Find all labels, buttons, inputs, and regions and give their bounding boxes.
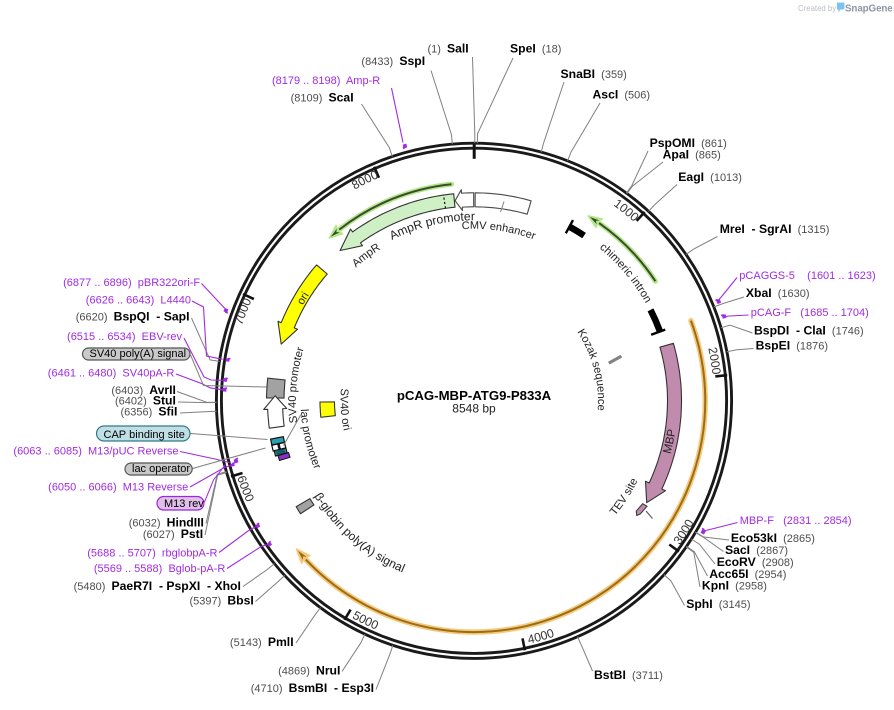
svg-text:M13 rev: M13 rev: [164, 498, 204, 510]
svg-text:ApaI (865): ApaI (865): [663, 148, 721, 162]
svg-text:(5480) PaeR7I - PspXI - Xho: (5480) PaeR7I - PspXI - XhoI: [74, 579, 241, 593]
svg-text:EagI (1013): EagI (1013): [678, 170, 742, 184]
svg-text:pCAG-F (1685 .. 1704): pCAG-F (1685 .. 1704): [751, 307, 869, 319]
svg-text:(6515 .. 6534) EBV-rev: (6515 .. 6534) EBV-rev: [67, 331, 182, 343]
svg-text:(4710) BsmBI - Esp3I: (4710) BsmBI - Esp3I: [251, 681, 374, 695]
svg-text:pCAGGS-5 (1601 .. 1623): pCAGGS-5 (1601 .. 1623): [739, 270, 875, 282]
svg-text:CAP binding site: CAP binding site: [104, 429, 185, 441]
svg-text:(6626 .. 6643) L4440: (6626 .. 6643) L4440: [86, 295, 191, 307]
svg-text:SpeI (18): SpeI (18): [510, 42, 561, 56]
svg-text:(6063 .. 6085) M13/pUC Revers: (6063 .. 6085) M13/pUC Reverse: [13, 446, 178, 458]
svg-text:(5143) PmlI: (5143) PmlI: [230, 635, 294, 649]
svg-text:BstBI (3711): BstBI (3711): [594, 668, 663, 682]
svg-text:(6877 .. 6896) pBR322ori-F: (6877 .. 6896) pBR322ori-F: [63, 277, 200, 289]
svg-text:(6461 .. 6480) SV40pA-R: (6461 .. 6480) SV40pA-R: [48, 368, 175, 380]
svg-text:(5397) BbsI: (5397) BbsI: [189, 594, 253, 608]
svg-text:Created by: Created by: [798, 4, 836, 13]
svg-text:(6356) SfiI: (6356) SfiI: [121, 405, 178, 419]
svg-text:SnaBI (359): SnaBI (359): [561, 67, 627, 81]
svg-text:MreI - SgrAI (1315): MreI - SgrAI (1315): [720, 222, 830, 236]
svg-text:lac operator: lac operator: [132, 463, 190, 475]
svg-text:BspDI - ClaI (1746): BspDI - ClaI (1746): [754, 324, 864, 338]
svg-text:(5688 .. 5707) rbglobpA-R: (5688 .. 5707) rbglobpA-R: [87, 548, 217, 560]
svg-text:(8179 .. 8198) Amp-R: (8179 .. 8198) Amp-R: [272, 75, 380, 87]
svg-text:BspEI (1876): BspEI (1876): [756, 339, 828, 353]
svg-text:SphI (3145): SphI (3145): [686, 597, 750, 611]
svg-text:AscI (506): AscI (506): [593, 88, 651, 102]
svg-text:(5569 .. 5588) Bglob-pA-R: (5569 .. 5588) Bglob-pA-R: [94, 563, 226, 575]
svg-text:SV40 poly(A) signal: SV40 poly(A) signal: [90, 348, 187, 360]
svg-text:(4869) NruI: (4869) NruI: [278, 664, 340, 678]
svg-text:SnapGene: SnapGene: [845, 4, 893, 15]
svg-text:(6032) HindIII: (6032) HindIII: [129, 516, 204, 530]
svg-text:(6620) BspQI - SapI: (6620) BspQI - SapI: [76, 310, 190, 324]
svg-text:XbaI (1630): XbaI (1630): [746, 286, 810, 300]
svg-text:MBP-F (2831 .. 2854): MBP-F (2831 .. 2854): [740, 515, 852, 527]
svg-text:8548 bp: 8548 bp: [452, 402, 496, 416]
svg-text:(8109) ScaI: (8109) ScaI: [291, 91, 354, 105]
svg-text:(1) SalI: (1) SalI: [427, 42, 468, 56]
svg-text:(6050 .. 6066) M13 Reverse: (6050 .. 6066) M13 Reverse: [48, 482, 188, 494]
svg-text:KpnI (2958): KpnI (2958): [702, 579, 767, 593]
svg-text:(8433) SspI: (8433) SspI: [361, 54, 425, 68]
